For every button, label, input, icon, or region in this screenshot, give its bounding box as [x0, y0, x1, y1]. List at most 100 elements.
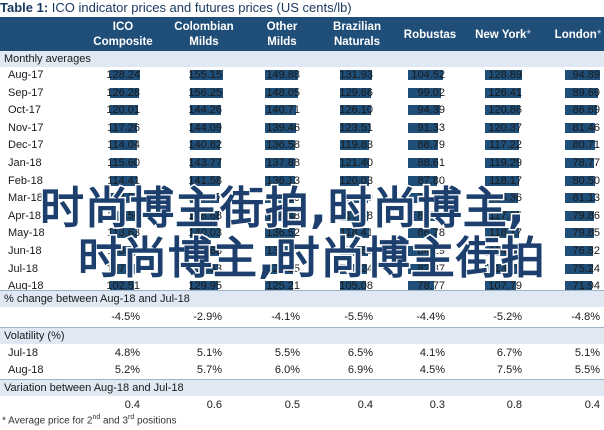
value-bar: [408, 228, 437, 239]
table-row: Sep-17 126.28 156.25 148.05 129.66 99.02 126.4…: [0, 85, 604, 101]
value-bar: [565, 281, 592, 292]
divider: [0, 379, 604, 380]
value-bar: [340, 158, 369, 168]
value-bar: [340, 210, 368, 221]
cell-value: 0.8: [506, 399, 522, 411]
row-label: Jul-18: [8, 347, 38, 359]
value-bar: [265, 193, 294, 204]
cell-value: 0.3: [429, 399, 445, 411]
row-label: Jul-18: [8, 262, 38, 275]
cell-value: 126.10: [339, 104, 373, 117]
cell-value: 120.37: [488, 121, 522, 134]
section-header: % change between Aug-18 and Jul-18: [0, 291, 604, 307]
table-title-text: ICO indicator prices and futures prices …: [51, 0, 352, 15]
footnote-mid: and 3: [100, 415, 129, 427]
cell-value: 6.5%: [347, 347, 373, 359]
value-bar: [408, 158, 438, 168]
cell-value: 89.69: [572, 86, 600, 99]
value-bar: [408, 70, 443, 80]
value-bar: [190, 246, 219, 256]
cell-value: 139.46: [266, 121, 300, 134]
row-label: Apr-18: [8, 209, 42, 222]
row-label: Sep-17: [8, 86, 44, 99]
cell-value: 130.33: [188, 262, 222, 275]
cell-value: 123.51: [339, 121, 373, 134]
cell-value: 88.61: [417, 157, 445, 169]
column-header-line1: Brazilian: [333, 21, 381, 33]
footnote-post: positions: [134, 415, 177, 427]
value-bar: [408, 105, 440, 116]
cell-value: 107.79: [488, 280, 522, 293]
cell-value: 156.25: [188, 86, 222, 99]
value-bar: [408, 122, 438, 133]
value-bar: [340, 105, 371, 116]
cell-value: 144.09: [188, 121, 222, 134]
cell-value: 131.48: [266, 245, 300, 257]
cell-value: -5.5%: [344, 311, 373, 323]
cell-value: 84.29: [417, 245, 445, 257]
section-header: Volatility (%): [0, 328, 604, 344]
footnote: * Average price for 2nd and 3rd position…: [2, 414, 177, 426]
column-header-line2: Robustas: [392, 28, 468, 43]
value-bar: [408, 246, 436, 256]
row-label: Dec-17: [8, 139, 44, 152]
row-label: Aug-18: [8, 364, 44, 376]
cell-value: 114.32: [489, 245, 522, 257]
table-title-prefix: Table 1:: [0, 0, 49, 15]
cell-value: 155.15: [188, 69, 222, 81]
value-bar: [190, 122, 221, 133]
cell-value: 149.88: [266, 69, 300, 81]
cell-value: 120.01: [106, 104, 140, 117]
table-row: Aug-18 5.2% 5.7% 6.0% 6.9% 4.5% 7.5% 5.5%: [0, 362, 604, 378]
section-header: Monthly averages: [0, 51, 604, 67]
cell-value: 119.29: [489, 157, 522, 169]
value-bar: [110, 70, 140, 80]
value-bar: [485, 175, 519, 186]
row-label: Aug-17: [8, 69, 44, 81]
column-header-line1: Colombian: [174, 21, 234, 33]
row-label: Jan-18: [8, 157, 42, 169]
cell-value: 129.66: [339, 86, 373, 99]
value-bar: [340, 263, 367, 274]
value-bar: [485, 228, 519, 239]
table-row: Feb-18 114.41 141.58 136.13 120.03 87.80 118.1…: [0, 173, 604, 189]
cell-value: 128.24: [106, 69, 140, 81]
cell-value: 4.1%: [419, 347, 445, 359]
cell-value: 118.17: [489, 174, 522, 187]
cell-value: 128.25: [266, 262, 300, 275]
cell-value: -4.5%: [111, 311, 140, 323]
value-bar: [485, 263, 518, 274]
value-bar: [485, 70, 522, 80]
value-bar: [340, 193, 368, 204]
section-title: % change between Aug-18 and Jul-18: [4, 293, 190, 305]
column-header-line1: Other: [266, 21, 298, 33]
cell-value: 81.13: [572, 192, 600, 205]
value-bar: [340, 175, 369, 186]
row-label: Mar-18: [8, 192, 43, 205]
table-row: 0.4 0.6 0.5 0.4 0.3 0.8 0.4: [0, 397, 604, 413]
table-row: Nov-17 117.26 144.09 139.46 123.51 91.33 120.3…: [0, 120, 604, 136]
cell-value: 113.79: [489, 262, 522, 275]
cell-value: 76.82: [572, 245, 600, 257]
cell-value: 7.5%: [496, 364, 522, 376]
column-header-line2: Composite: [85, 35, 161, 50]
cell-value: -4.4%: [416, 311, 445, 323]
column-header-row: ICO Composite Colombian Milds Other Milds Braz…: [0, 17, 604, 53]
value-bar: [110, 210, 136, 221]
row-label: Aug-18: [8, 280, 44, 293]
cell-value: 117.05: [489, 209, 522, 222]
value-bar: [190, 87, 223, 98]
value-bar: [265, 140, 295, 151]
cell-value: 6.7%: [496, 347, 522, 359]
section-title: Volatility (%): [4, 330, 65, 342]
cell-value: 134.48: [266, 209, 300, 222]
column-header-dagger: *: [596, 28, 602, 41]
cell-value: 5.1%: [196, 347, 222, 359]
value-bar: [485, 281, 516, 292]
cell-value: 81.46: [572, 121, 600, 134]
section-title: Variation between Aug-18 and Jul-18: [4, 382, 184, 394]
column-header: Other Milds: [244, 17, 320, 53]
table-row: May-18 113.63 140.03 136.52 118.41 86.78 118.1…: [0, 225, 604, 241]
cell-value: -4.8%: [571, 311, 600, 323]
column-header: New York*: [465, 17, 541, 53]
